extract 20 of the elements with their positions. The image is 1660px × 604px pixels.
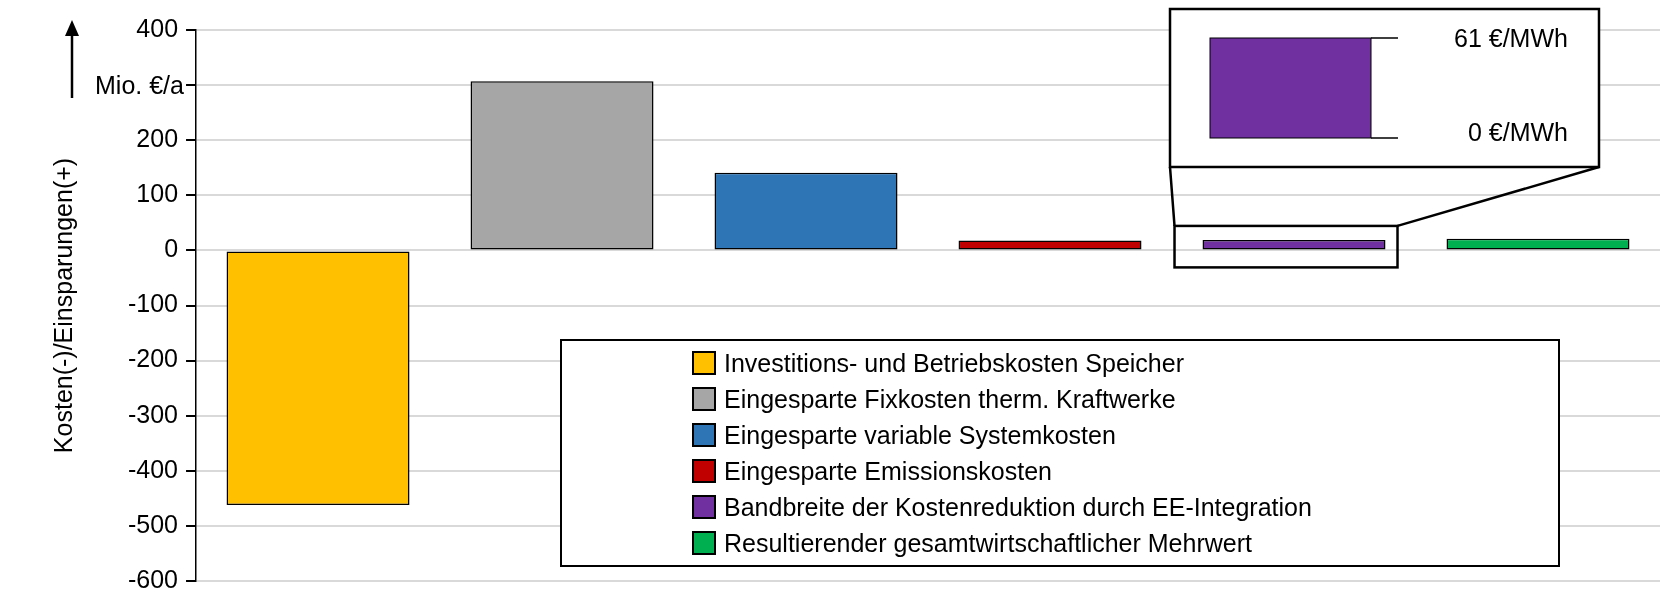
y-tick-label: -100 bbox=[127, 289, 179, 318]
legend-label: Resultierender gesamtwirtschaftlicher Mehrwert bbox=[724, 528, 1252, 558]
text: Mio. €/a bbox=[95, 70, 184, 100]
annotation: 0 €/MWh bbox=[1468, 117, 1569, 147]
legend-label: Eingesparte Emissionskosten bbox=[724, 456, 1052, 486]
legend-label: Eingesparte variable Systemkosten bbox=[724, 420, 1116, 450]
y-tick-label: -600 bbox=[127, 564, 179, 593]
legend-label: Bandbreite der Kostenreduktion durch EE-Integration bbox=[724, 492, 1312, 522]
y-tick-label: -400 bbox=[127, 454, 179, 483]
y-tick-label: 400 bbox=[136, 13, 179, 42]
y-tick-label: 200 bbox=[136, 124, 179, 153]
y-tick-label: -200 bbox=[127, 344, 179, 373]
y-axis-title: Kosten(-)/Einsparungen(+) bbox=[48, 157, 77, 454]
legend-label: Investitions- und Betriebskosten Speicher bbox=[724, 348, 1184, 378]
legend-label: Eingesparte Fixkosten therm. Kraftwerke bbox=[724, 384, 1176, 414]
annotation: 61 €/MWh bbox=[1454, 23, 1568, 53]
y-tick-label: -300 bbox=[127, 399, 179, 428]
y-tick-label: 100 bbox=[136, 179, 179, 208]
y-tick-label: 0 bbox=[164, 234, 179, 263]
y-tick-label: -500 bbox=[127, 509, 179, 538]
